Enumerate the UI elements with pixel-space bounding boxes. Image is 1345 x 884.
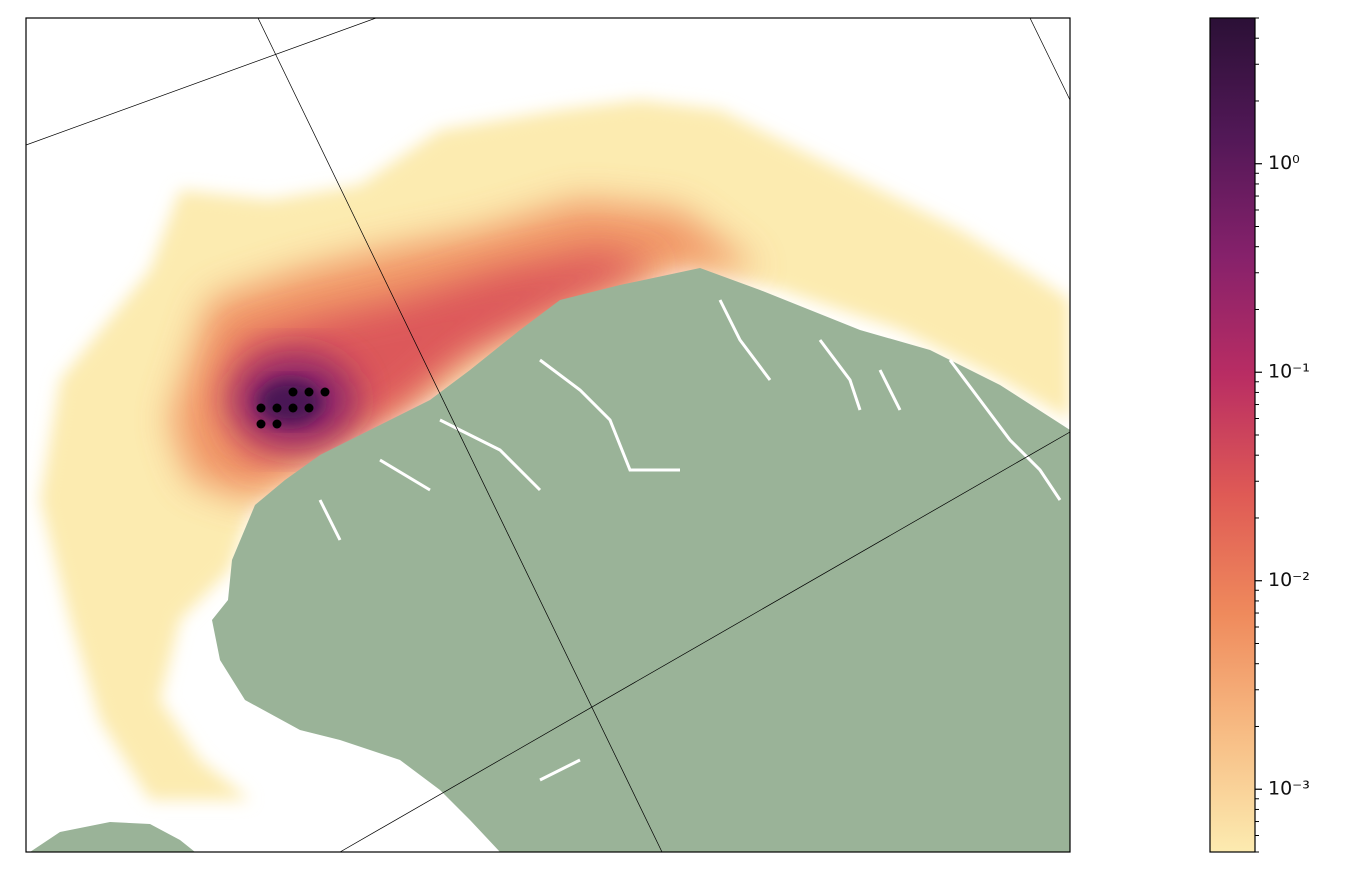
tick-label: 10⁻¹ bbox=[1268, 361, 1310, 383]
land bbox=[212, 268, 1070, 852]
graticule bbox=[26, 18, 1070, 852]
map bbox=[26, 18, 1070, 852]
colorbar: 10⁰ 10⁻¹ 10⁻² 10⁻³ bbox=[1209, 17, 1310, 853]
plume-center bbox=[258, 380, 322, 424]
map-frame bbox=[25, 17, 1071, 853]
colorbar-gradient bbox=[1209, 17, 1256, 853]
tick-label: 10⁻³ bbox=[1268, 778, 1310, 800]
fjords bbox=[318, 299, 1062, 782]
release-points bbox=[256, 387, 330, 429]
land-southwest bbox=[30, 822, 195, 852]
tick-label: 10⁻² bbox=[1268, 569, 1310, 591]
tick-label: 10⁰ bbox=[1268, 152, 1300, 174]
